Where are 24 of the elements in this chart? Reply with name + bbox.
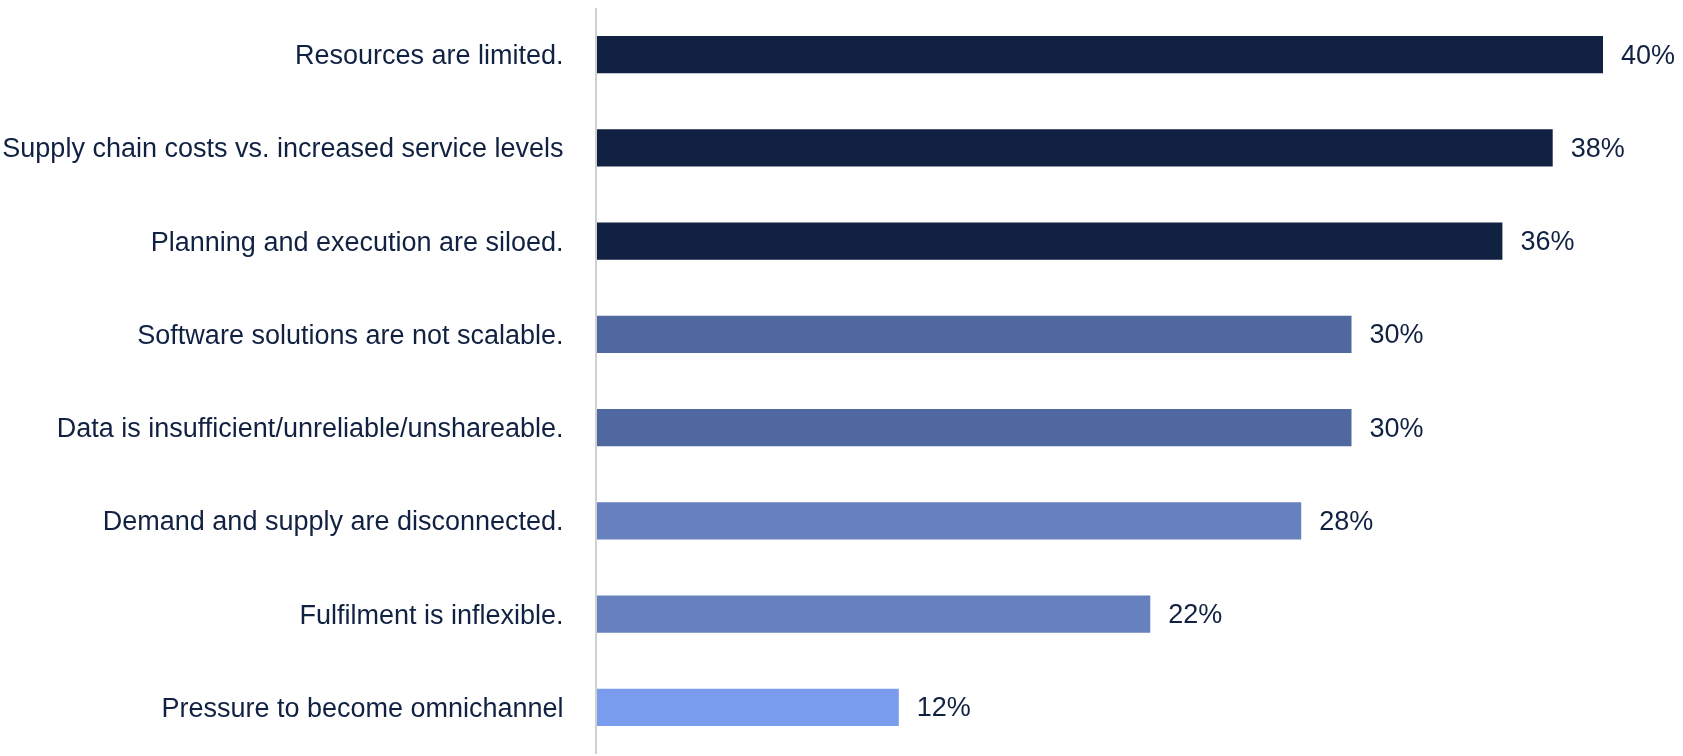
data-label: 30% <box>1354 319 1424 350</box>
y-tick-label: Fulfilment is inflexible. <box>299 599 564 630</box>
y-tick-label: Data is insufficient/unreliable/unshareable. <box>56 413 564 444</box>
data-label: 38% <box>1555 132 1625 163</box>
bar <box>597 35 1603 74</box>
y-tick-label: Resources are limited. <box>294 40 564 71</box>
bar <box>597 129 1553 167</box>
data-label: 40% <box>1606 39 1676 70</box>
bar <box>597 502 1302 540</box>
data-label: 12% <box>901 692 971 723</box>
data-label: 30% <box>1354 412 1424 443</box>
bar <box>597 408 1352 447</box>
bar <box>597 595 1151 633</box>
y-tick-label: Planning and execution are siloed. <box>150 226 564 257</box>
y-tick-label: Pressure to become omnichannel <box>161 692 564 723</box>
y-tick-label: Software solutions are not scalable. <box>137 319 564 350</box>
data-label: 36% <box>1505 226 1575 257</box>
bar <box>597 315 1352 354</box>
bar <box>597 688 899 727</box>
y-tick-label: Demand and supply are disconnected. <box>102 506 564 537</box>
bar <box>597 222 1503 260</box>
data-label: 28% <box>1304 505 1374 536</box>
y-tick-label: Supply chain costs vs. increased service levels <box>2 133 564 164</box>
data-label: 22% <box>1153 599 1223 630</box>
